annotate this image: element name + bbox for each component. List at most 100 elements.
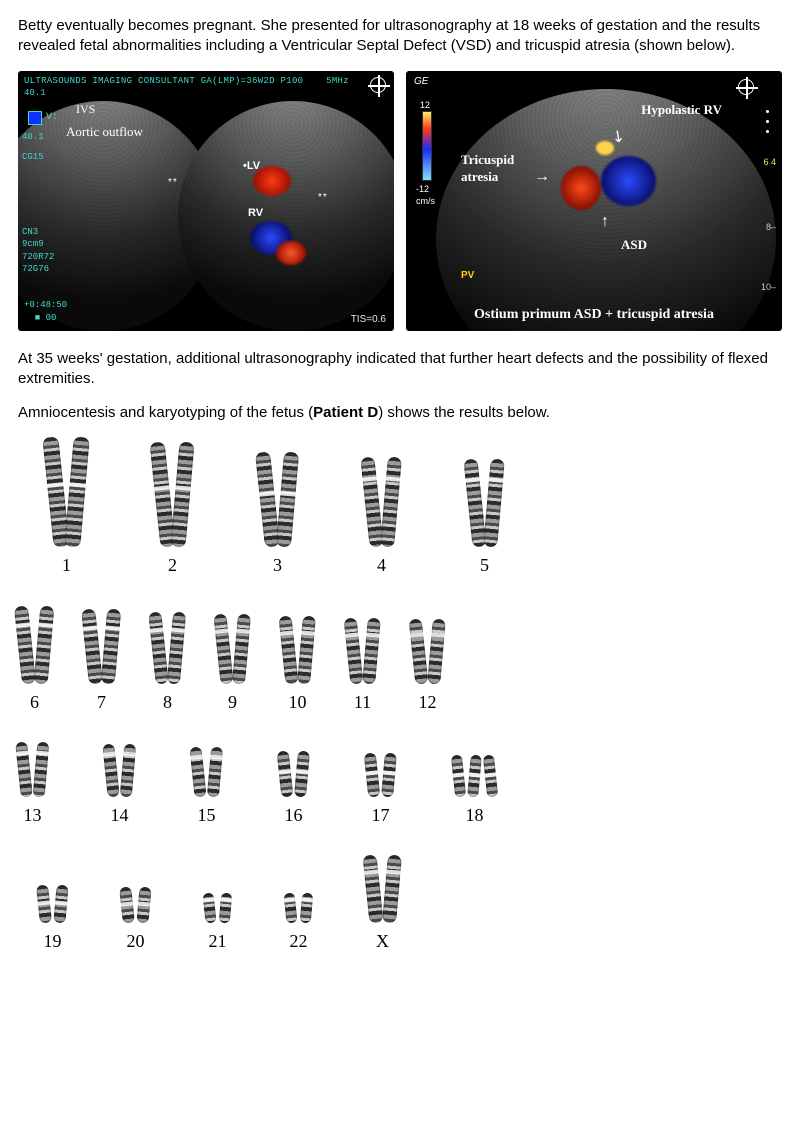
right-caption: Ostium primum ASD + tricuspid atresia: [406, 302, 782, 331]
more-icon[interactable]: [760, 107, 774, 137]
us-left-header-text: ULTRASOUNDS IMAGING CONSULTANT GA(LMP)=3…: [24, 76, 303, 86]
chromosome: [483, 459, 505, 548]
chrom-label: 17: [372, 803, 390, 827]
chrom-label: 4: [377, 553, 386, 577]
chrom-label: X: [376, 929, 389, 953]
asd-arrow: ↑: [601, 211, 609, 233]
time-zeros: 00: [46, 313, 57, 323]
chrom-label: 18: [466, 803, 484, 827]
chromosome: [148, 611, 168, 684]
target-icon-right: [738, 79, 754, 95]
chromosome: [120, 743, 137, 797]
chrom-label: 2: [168, 553, 177, 577]
us-left-cn: CN3 9cm9 720R72 72G76: [22, 226, 54, 276]
chrom-group-18: 18: [453, 755, 496, 827]
chrom-label: 7: [97, 690, 106, 714]
target-icon: [370, 77, 386, 93]
chromosome: [427, 618, 446, 684]
chrom-label: 5: [480, 553, 489, 577]
tricuspid-label: Tricuspid atresia: [461, 151, 514, 186]
fan-left-2: [178, 101, 394, 331]
chrom-group-10: 10: [282, 616, 313, 714]
chrom-group-5: 5: [468, 459, 501, 577]
chrom-group-21: 21: [204, 893, 231, 953]
chromosome: [81, 608, 103, 684]
time-val: +0:48:50: [24, 300, 67, 310]
ivs-label: IVS: [76, 101, 95, 117]
intro-paragraph-1: Betty eventually becomes pregnant. She p…: [18, 16, 782, 57]
chromosome: [189, 746, 206, 797]
chromosome: [344, 617, 364, 684]
us-left-sub: 40.1: [18, 87, 394, 99]
aortic-label: Aortic outflow: [66, 123, 143, 141]
chromosome: [451, 754, 466, 797]
chrom-label: 1: [62, 553, 71, 577]
chrom-group-14: 14: [105, 744, 134, 827]
tric-arrow: →: [534, 166, 550, 188]
v-label: V:: [46, 111, 58, 125]
chrom-group-15: 15: [192, 747, 221, 827]
chromosome: [278, 615, 298, 684]
stars-2: **: [318, 191, 328, 205]
chromosome: [294, 750, 310, 797]
chrom-label: 9: [228, 690, 237, 714]
chromosome: [362, 617, 381, 684]
v-indicator: [28, 111, 42, 125]
chromosome: [36, 885, 52, 924]
chrom-group-19: 19: [38, 885, 67, 953]
chrom-label: 20: [127, 929, 145, 953]
chrom-group-4: 4: [365, 457, 398, 577]
chromosome: [202, 893, 216, 924]
chrom-label: 16: [285, 803, 303, 827]
us-left-tis: TIS=0.6: [351, 313, 386, 327]
chromosome: [102, 743, 119, 797]
pv-label: PV: [461, 269, 474, 283]
chrom-label: 22: [290, 929, 308, 953]
chrom-group-20: 20: [121, 887, 150, 953]
chromosome: [232, 613, 251, 684]
chromosome: [362, 855, 383, 924]
chromosome: [15, 741, 33, 797]
doppler-blob-red2: [276, 241, 306, 265]
chromosome: [300, 893, 314, 924]
chrom-label: 6: [30, 690, 39, 714]
p3-suffix: ) shows the results below.: [378, 404, 550, 421]
chromosome: [381, 752, 397, 797]
karyotype-row-4: 19 20 21 22 X: [18, 855, 782, 953]
side-cg: CG15: [22, 151, 44, 164]
chromosome: [483, 754, 498, 797]
side-401: 40.1: [22, 131, 44, 144]
us-left-side: 40.1 CG15: [22, 131, 44, 164]
stars-1: **: [168, 176, 178, 190]
chromosome: [53, 885, 68, 924]
chromosome: [101, 608, 121, 684]
chrom-group-13: 13: [18, 742, 47, 827]
chromosome: [34, 605, 55, 684]
p3-bold: Patient D: [313, 404, 378, 421]
chrom-group-9: 9: [217, 614, 248, 714]
chromosome: [364, 752, 381, 797]
chromosome: [409, 618, 429, 684]
scale-bot: -12: [416, 183, 429, 195]
chromosome: [213, 613, 233, 684]
chromosome: [64, 437, 90, 548]
chromosome: [14, 605, 36, 684]
chrom-group-17: 17: [366, 753, 395, 827]
chrom-label: 11: [354, 690, 371, 714]
karyotype: 12345678910111213141516171819202122X: [18, 437, 782, 953]
chrom-label: 13: [24, 803, 42, 827]
chrom-group-12: 12: [412, 619, 443, 714]
p3-prefix: Amniocentesis and karyotyping of the fet…: [18, 404, 313, 421]
chrom-group-1: 1: [48, 437, 85, 577]
chrom-group-3: 3: [260, 452, 295, 577]
karyotype-row-2: 6 7 8 9 10 11 12: [18, 606, 782, 714]
chrom-group-22: 22: [285, 893, 312, 953]
chromosome: [467, 754, 482, 797]
rv-label: RV: [248, 206, 263, 221]
chrom-label: 10: [289, 690, 307, 714]
chrom-label: 8: [163, 690, 172, 714]
us-left-freq: 5MHz: [326, 76, 349, 86]
chromosome: [382, 855, 402, 924]
chrom-label: 3: [273, 553, 282, 577]
chromosome: [283, 893, 297, 924]
